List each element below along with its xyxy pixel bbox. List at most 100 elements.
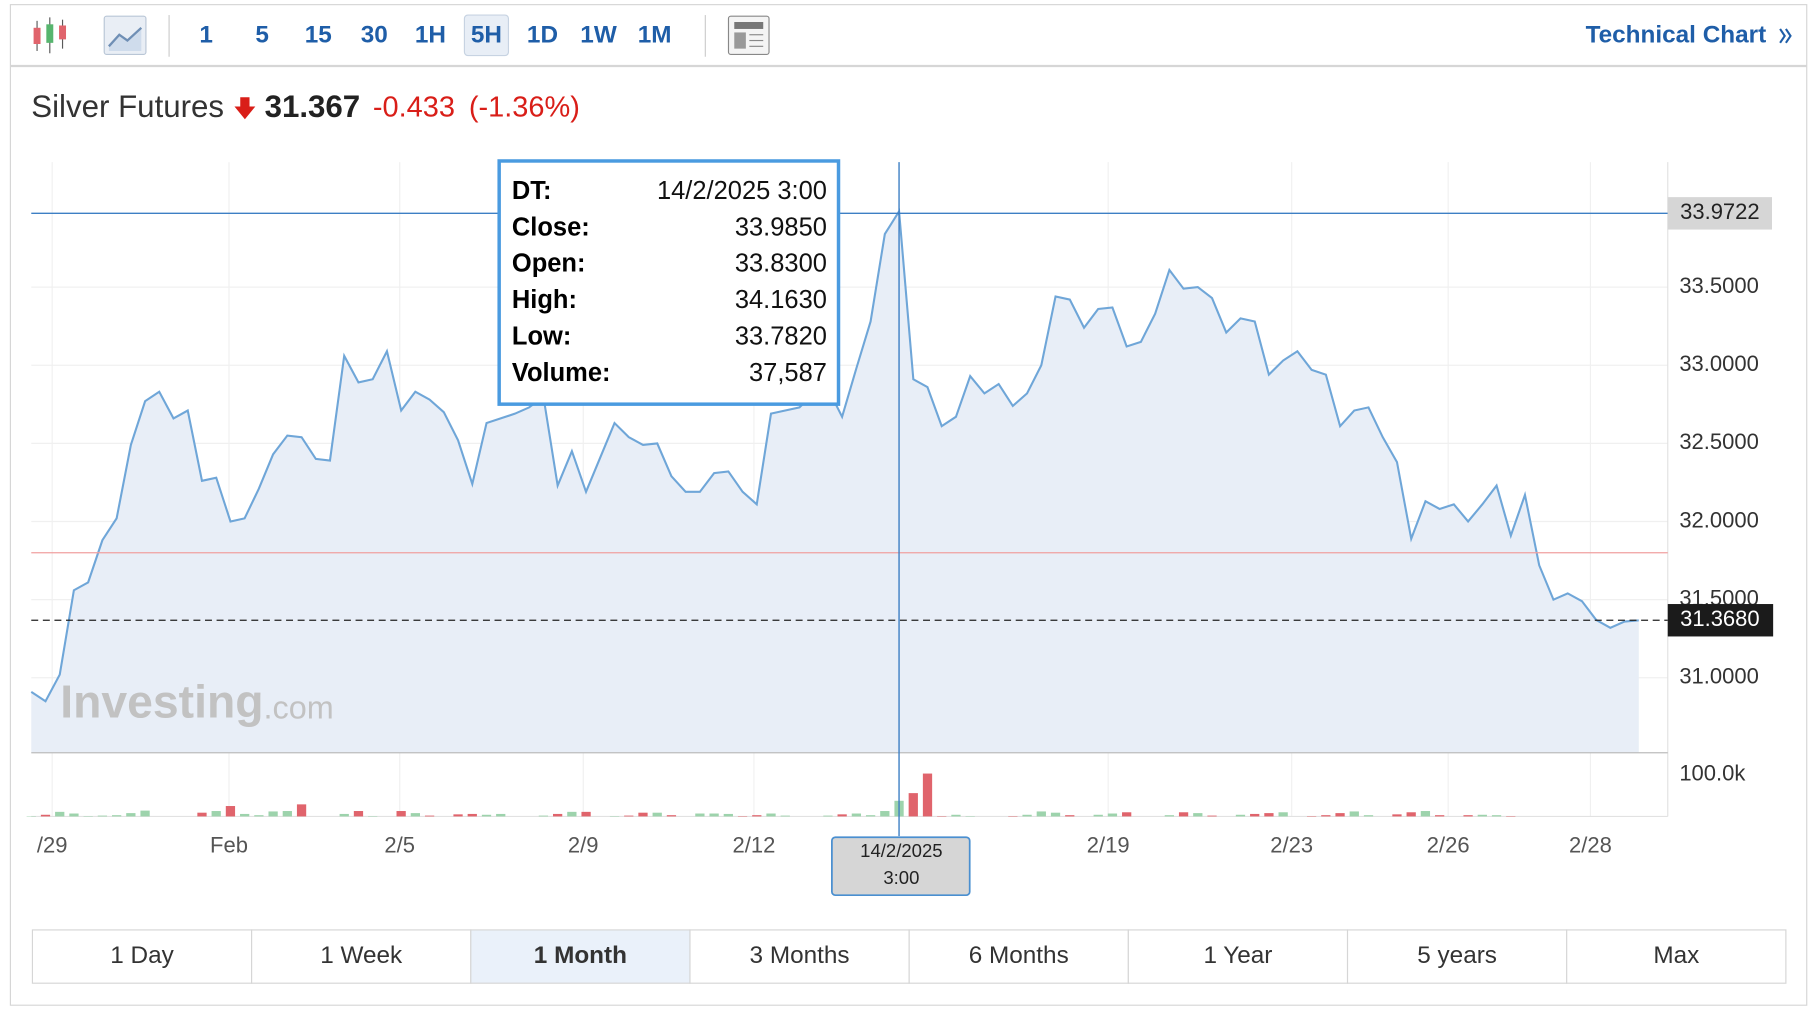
volume-bar — [410, 813, 421, 817]
volume-bar — [1463, 815, 1473, 817]
interval-button[interactable]: 5 — [255, 21, 269, 48]
volume-bar — [922, 773, 933, 817]
volume-bar — [1207, 815, 1217, 817]
volume-bar — [1278, 812, 1288, 817]
volume-bar — [55, 811, 65, 817]
tooltip-label: Open: — [512, 250, 586, 278]
range-button[interactable]: 3 Months — [750, 942, 850, 969]
line-icon[interactable] — [103, 15, 147, 56]
interval-button[interactable]: 30 — [361, 21, 388, 48]
volume-bar — [296, 804, 307, 817]
volume-bar — [240, 813, 250, 817]
range-button[interactable]: 1 Month — [534, 942, 627, 969]
crosshair-price-label: 33.9722 — [1680, 199, 1760, 224]
volume-bar — [823, 815, 833, 817]
volume-bar — [1420, 811, 1431, 817]
range-button-bg[interactable] — [1566, 929, 1787, 984]
range-button-bg[interactable] — [908, 929, 1129, 984]
volume-bar — [254, 815, 264, 817]
interval-button[interactable]: 15 — [305, 21, 332, 48]
interval-button[interactable]: 5H — [471, 21, 502, 48]
volume-bar — [1036, 811, 1046, 817]
tooltip-box — [497, 159, 841, 406]
tooltip-label: Close: — [512, 213, 590, 241]
range-button[interactable]: Max — [1653, 942, 1699, 969]
down-arrow — [234, 97, 256, 120]
volume-bar — [111, 815, 122, 817]
volume-bar — [211, 811, 221, 817]
tooltip-value: 37,587 — [749, 359, 827, 387]
volume-bar — [481, 814, 492, 817]
range-button-bg[interactable] — [1127, 929, 1349, 984]
crosshair-price-box — [1667, 197, 1772, 230]
volume-bar — [1178, 812, 1189, 817]
range-button-bg[interactable] — [31, 929, 253, 984]
volume-bar — [666, 815, 677, 817]
x-tick-label: Feb — [210, 832, 248, 857]
volume-bar — [1193, 813, 1203, 817]
volume-bar — [951, 814, 961, 817]
volume-bar — [695, 813, 705, 817]
volume-bar — [1264, 813, 1274, 817]
range-button[interactable]: 1 Year — [1203, 942, 1272, 969]
volume-bar — [69, 813, 79, 817]
change-percent: (-1.36%) — [469, 91, 580, 123]
volume-bar — [424, 815, 435, 817]
volume-bar — [624, 815, 634, 817]
crosshair-date-box — [831, 836, 971, 897]
volume-bar — [1093, 814, 1103, 817]
volume-bar — [1406, 812, 1416, 817]
instrument-name: Silver Futures — [31, 89, 224, 124]
range-button-bg[interactable] — [470, 929, 691, 984]
range-button[interactable]: 5 years — [1417, 942, 1497, 969]
interval-button[interactable]: 1M — [638, 21, 672, 48]
range-button[interactable]: 1 Day — [110, 942, 174, 969]
candle-icon[interactable] — [33, 17, 67, 54]
volume-bar — [97, 815, 108, 817]
range-buttons: 1 Day 1 Week 1 Month 3 Months 6 Months 1 Year… — [31, 929, 1787, 984]
volume-bar — [40, 814, 51, 817]
x-tick-label: 2/19 — [1087, 832, 1130, 857]
layout-icon[interactable] — [727, 15, 770, 56]
volume-bar — [1235, 814, 1246, 817]
volume-bar — [1477, 814, 1487, 817]
volume-bar — [1435, 815, 1445, 817]
range-button-bg[interactable] — [689, 929, 910, 984]
interval-button[interactable]: 1 — [199, 21, 213, 48]
volume-bar — [865, 815, 876, 817]
volume-bar — [780, 815, 790, 817]
volume-bar — [581, 811, 591, 817]
range-button[interactable]: 6 Months — [969, 942, 1069, 969]
volume-bar — [1349, 811, 1359, 817]
x-tick-label: /29 — [37, 832, 68, 857]
volume-bar — [908, 793, 918, 817]
x-tick-label: 2/26 — [1427, 832, 1470, 857]
tooltip-label: DT: — [512, 177, 552, 205]
volume-bar — [467, 813, 477, 817]
interval-button[interactable]: 1D — [527, 21, 558, 48]
range-button[interactable]: 1 Week — [320, 942, 403, 969]
interval-button[interactable]: 1W — [580, 21, 617, 48]
change: -0.433 — [373, 91, 455, 123]
volume-bar — [652, 812, 662, 817]
volume-bar — [396, 811, 406, 817]
volume-bar — [1122, 812, 1132, 817]
technical-chart-link[interactable]: Technical Chart — [1586, 21, 1767, 48]
volume-bar — [339, 813, 349, 817]
volume-bar — [1107, 813, 1118, 817]
volume-bar — [453, 814, 463, 817]
range-button-bg[interactable] — [251, 929, 472, 984]
tooltip-value: 14/2/2025 3:00 — [657, 177, 827, 205]
y-tick-label: 32.5000 — [1679, 429, 1759, 454]
volume-bar — [1050, 812, 1061, 817]
volume-bar — [552, 813, 563, 817]
range-button-bg[interactable] — [1346, 929, 1568, 984]
volume-bar — [1164, 815, 1174, 817]
volume-bar — [1321, 815, 1331, 817]
volume-bar — [709, 813, 719, 817]
tooltip-label: Low: — [512, 322, 571, 350]
volume-bar — [1022, 814, 1032, 817]
x-tick-label: 2/23 — [1270, 832, 1313, 857]
interval-button[interactable]: 1H — [415, 21, 446, 48]
volume-bar — [538, 815, 549, 817]
